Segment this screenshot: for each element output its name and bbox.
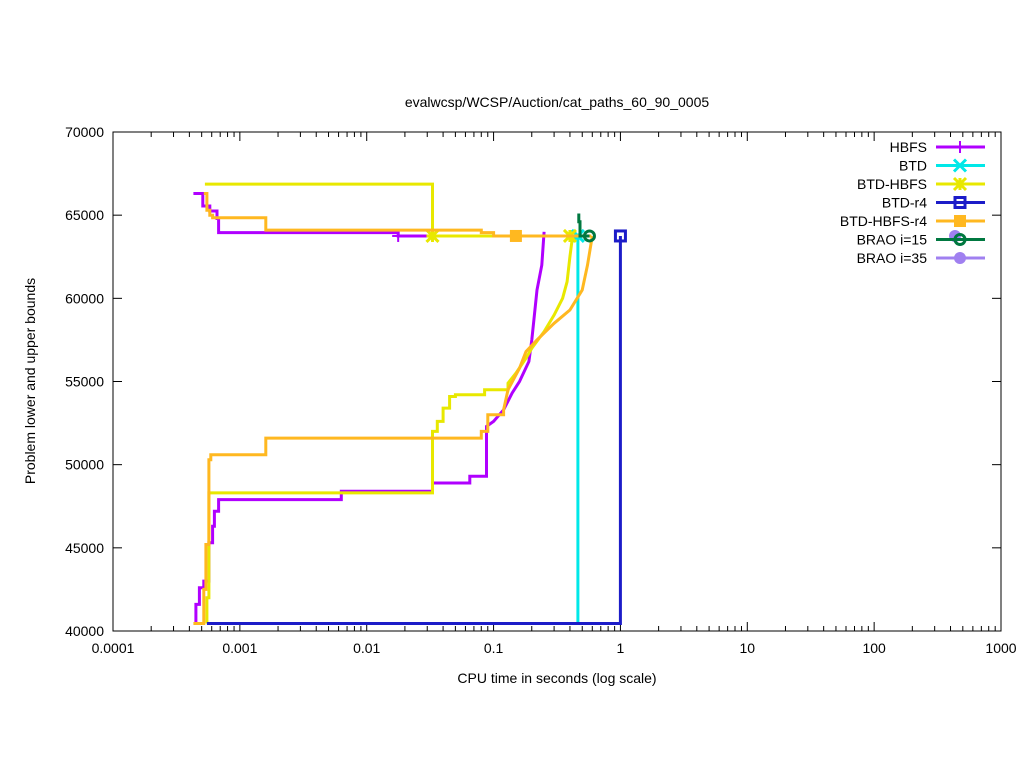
data-point-brao-i-15-part [582, 229, 596, 243]
legend-label-btd-hbfs-r4: BTD-HBFS-r4 [840, 213, 927, 229]
x-tick-label: 1 [617, 640, 625, 656]
y-tick-label: 65000 [65, 207, 104, 223]
legend-marker-hbfs [954, 141, 966, 153]
x-tick-label: 0.0001 [92, 640, 135, 656]
legend-marker-btd-r4-part [953, 196, 967, 209]
x-tick-label: 0.01 [353, 640, 380, 656]
data-point-btd-hbfs-r4 [509, 229, 522, 242]
x-tick-label: 10 [739, 640, 755, 656]
legend-marker-brao-i-35-part [954, 252, 966, 264]
series-line-hbfs [194, 231, 546, 623]
x-tick-label: 0.1 [484, 640, 504, 656]
legend-marker-brao-i-15-part [953, 233, 967, 246]
series-hbfs [193, 192, 546, 623]
plot-area [193, 182, 962, 625]
plot-frame [112, 131, 1002, 632]
series-line-btd-hbfs [204, 182, 570, 238]
series-btd-hbfs-r4 [193, 192, 594, 625]
legend-marker-btd-r4 [953, 196, 967, 209]
series-line-btd-r4 [206, 236, 622, 625]
series-line-btd-hbfs-r4 [193, 235, 594, 625]
x-tick-label: 100 [862, 640, 886, 656]
y-tick-label: 55000 [65, 374, 104, 390]
data-point-btd-hbfs-part [425, 228, 440, 244]
legend-label-hbfs: HBFS [890, 139, 927, 155]
series-line-btd-hbfs-r4 [203, 192, 592, 238]
legend-marker-brao-i-15 [953, 233, 967, 246]
y-tick-label: 70000 [65, 124, 104, 140]
y-tick-label: 50000 [65, 457, 104, 473]
legend: HBFS BTD BTD-HBFS BTD-r4 BTD-HBFS-r4 BRAO i=1… [840, 139, 985, 266]
legend-marker-btd-hbfs-r4-part [954, 215, 966, 227]
series-btd-r4 [206, 229, 627, 625]
y-axis-label: Problem lower and upper bounds [22, 278, 38, 484]
series-line-btd-hbfs [205, 235, 575, 624]
y-tick-label: 45000 [65, 540, 104, 556]
legend-marker-btd-part [952, 158, 968, 173]
legend-label-brao-i-15: BRAO i=15 [857, 232, 928, 248]
legend-marker-btd-hbfs-part [952, 176, 968, 192]
data-point-btd-r4-part [613, 229, 627, 243]
series-btd-hbfs [204, 182, 578, 624]
x-tick-label: 0.001 [222, 640, 257, 656]
data-point-hbfs [392, 229, 405, 242]
data-point-btd-hbfs-r4-part [509, 229, 522, 242]
series-brao-i-15 [577, 213, 596, 243]
legend-marker-brao-i-35 [954, 252, 966, 264]
y-tick-label: 40000 [65, 623, 104, 639]
legend-marker-btd [952, 158, 968, 173]
legend-marker-btd-hbfs [952, 176, 968, 192]
data-point-brao-i-15 [582, 229, 596, 243]
legend-label-btd-hbfs: BTD-HBFS [857, 176, 927, 192]
chart-title: evalwcsp/WCSP/Auction/cat_paths_60_90_00… [405, 94, 710, 110]
data-point-btd-r4 [613, 229, 627, 243]
legend-label-btd: BTD [899, 158, 927, 174]
y-tick-label: 60000 [65, 290, 104, 306]
x-axis-label: CPU time in seconds (log scale) [457, 670, 656, 686]
legend-label-brao-i-35: BRAO i=35 [857, 250, 928, 266]
legend-marker-btd-hbfs-r4 [954, 215, 966, 227]
x-tick-label: 1000 [985, 640, 1016, 656]
data-point-btd-hbfs [425, 228, 440, 244]
legend-label-btd-r4: BTD-r4 [882, 195, 927, 211]
